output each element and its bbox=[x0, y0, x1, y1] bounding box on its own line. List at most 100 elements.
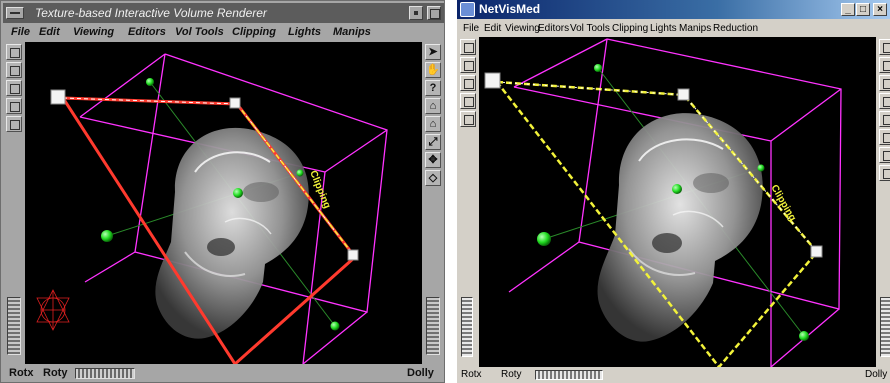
menu-reduction[interactable]: Reduction bbox=[713, 23, 759, 34]
bounding-box-left bbox=[79, 53, 388, 365]
window-menu-button[interactable] bbox=[6, 7, 24, 19]
menu-bar: File Edit Viewing Editors Vol Tools Clip… bbox=[457, 19, 890, 37]
dolly-thumbwheel[interactable] bbox=[426, 297, 440, 355]
arrow-icon[interactable]: ➤ bbox=[425, 44, 441, 60]
grid-icon[interactable] bbox=[460, 93, 476, 109]
hand-icon[interactable]: ✋ bbox=[425, 62, 441, 78]
dolly-label: Dolly bbox=[865, 369, 888, 380]
maximize-button[interactable]: □ bbox=[856, 3, 870, 16]
menu-edit[interactable]: Edit bbox=[39, 26, 60, 38]
left-toolbar bbox=[3, 42, 25, 364]
bottom-bar: Rotx Roty Dolly bbox=[457, 367, 890, 383]
bottom-bar: Rotx Roty Dolly bbox=[3, 364, 444, 382]
dolly-thumbwheel[interactable] bbox=[880, 297, 890, 357]
clipping-label-right: Clipping bbox=[768, 183, 798, 223]
right-toolbar bbox=[876, 37, 890, 367]
menu-clipping[interactable]: Clipping bbox=[232, 26, 276, 38]
volume-scene-left[interactable]: Clipping bbox=[25, 42, 422, 367]
help-icon[interactable] bbox=[879, 75, 890, 91]
left-toolbar bbox=[457, 37, 479, 367]
menu-viewing[interactable]: Viewing bbox=[73, 26, 115, 38]
person-icon[interactable] bbox=[460, 111, 476, 127]
plane-handle[interactable] bbox=[229, 97, 241, 109]
rotx-thumbwheel[interactable] bbox=[7, 297, 21, 355]
grid-icon[interactable] bbox=[6, 98, 22, 114]
minimize-button[interactable] bbox=[409, 6, 423, 20]
rotx-label: Rotx bbox=[9, 367, 34, 379]
close-button[interactable]: × bbox=[873, 3, 887, 16]
menu-lights[interactable]: Lights bbox=[288, 26, 321, 38]
menu-editors[interactable]: Editors bbox=[538, 23, 570, 34]
maximize-button[interactable] bbox=[427, 6, 441, 20]
menu-vol-tools[interactable]: Vol Tools bbox=[175, 26, 224, 38]
list-icon[interactable] bbox=[6, 44, 22, 60]
manipulator-spheres-left[interactable] bbox=[101, 78, 340, 331]
menu-clipping[interactable]: Clipping bbox=[612, 23, 649, 34]
manipulator-sphere[interactable] bbox=[233, 188, 243, 198]
minimize-button[interactable]: _ bbox=[841, 3, 855, 16]
home-icon[interactable]: ⌂ bbox=[425, 98, 441, 114]
manipulator-sphere[interactable] bbox=[296, 169, 304, 177]
sgi-viewer-window: Texture-based Interactive Volume Rendere… bbox=[0, 0, 445, 383]
plane-handle[interactable] bbox=[484, 72, 501, 89]
plane-handle[interactable] bbox=[810, 245, 823, 258]
menu-editors[interactable]: Editors bbox=[128, 26, 166, 38]
manipulator-sphere[interactable] bbox=[594, 64, 602, 72]
manipulator-sphere[interactable] bbox=[672, 184, 682, 194]
menu-viewing[interactable]: Viewing bbox=[505, 23, 540, 34]
render-viewport-left[interactable]: Clipping bbox=[25, 42, 422, 367]
menu-file[interactable]: File bbox=[11, 26, 30, 38]
roty-label: Roty bbox=[501, 369, 522, 380]
roty-label: Roty bbox=[43, 367, 68, 379]
menu-manips[interactable]: Manips bbox=[333, 26, 371, 38]
menu-manips[interactable]: Manips bbox=[679, 23, 712, 34]
roty-thumbwheel[interactable] bbox=[535, 370, 603, 380]
wave-icon[interactable] bbox=[6, 80, 22, 96]
manipulator-sphere[interactable] bbox=[799, 331, 809, 341]
menu-edit[interactable]: Edit bbox=[484, 23, 502, 34]
menu-vol-tools[interactable]: Vol Tools bbox=[570, 23, 610, 34]
copy-icon[interactable] bbox=[6, 62, 22, 78]
perspective-icon[interactable] bbox=[879, 165, 890, 181]
manipulator-spheres-right[interactable] bbox=[537, 64, 809, 341]
plane-handles-left[interactable] bbox=[50, 89, 359, 261]
manipulator-sphere[interactable] bbox=[146, 78, 154, 86]
skull-volume-right bbox=[597, 113, 763, 342]
plane-handle[interactable] bbox=[50, 89, 66, 105]
view-all-icon[interactable]: ⤢ bbox=[425, 134, 441, 150]
help-icon[interactable]: ? bbox=[425, 80, 441, 96]
manipulator-sphere[interactable] bbox=[757, 164, 765, 172]
seek-icon[interactable] bbox=[879, 147, 890, 163]
view-all-icon[interactable] bbox=[879, 129, 890, 145]
app-icon[interactable] bbox=[460, 2, 475, 17]
render-viewport-right[interactable]: Clipping bbox=[479, 37, 876, 369]
right-toolbar: ➤ ✋ ? ⌂ ⌂ ⤢ ✥ ◇ bbox=[422, 42, 444, 364]
roty-thumbwheel[interactable] bbox=[75, 368, 135, 379]
manipulator-sphere[interactable] bbox=[330, 321, 340, 331]
manipulator-sphere[interactable] bbox=[537, 232, 551, 246]
menu-file[interactable]: File bbox=[463, 23, 480, 34]
hand-icon[interactable] bbox=[879, 57, 890, 73]
set-home-icon[interactable]: ⌂ bbox=[425, 116, 441, 132]
clipping-label-left: Clipping bbox=[307, 169, 332, 210]
plane-handle[interactable] bbox=[677, 88, 690, 101]
manipulator-sphere[interactable] bbox=[101, 230, 113, 242]
logo-emblem bbox=[36, 289, 70, 331]
volume-scene-right[interactable]: Clipping bbox=[479, 37, 876, 369]
menu-lights[interactable]: Lights bbox=[650, 23, 677, 34]
wave-icon[interactable] bbox=[460, 75, 476, 91]
copy-icon[interactable] bbox=[460, 57, 476, 73]
plane-handle[interactable] bbox=[347, 249, 359, 261]
list-icon[interactable] bbox=[460, 39, 476, 55]
plane-handles-right[interactable] bbox=[484, 72, 823, 258]
rotx-label: Rotx bbox=[461, 369, 482, 380]
arrow-icon[interactable] bbox=[879, 39, 890, 55]
person-icon[interactable] bbox=[6, 116, 22, 132]
perspective-icon[interactable]: ◇ bbox=[425, 170, 441, 186]
dolly-label: Dolly bbox=[407, 367, 434, 379]
rotx-thumbwheel[interactable] bbox=[461, 297, 473, 357]
set-home-icon[interactable] bbox=[879, 111, 890, 127]
seek-icon[interactable]: ✥ bbox=[425, 152, 441, 168]
title-bar: Texture-based Interactive Volume Rendere… bbox=[3, 3, 444, 23]
home-icon[interactable] bbox=[879, 93, 890, 109]
